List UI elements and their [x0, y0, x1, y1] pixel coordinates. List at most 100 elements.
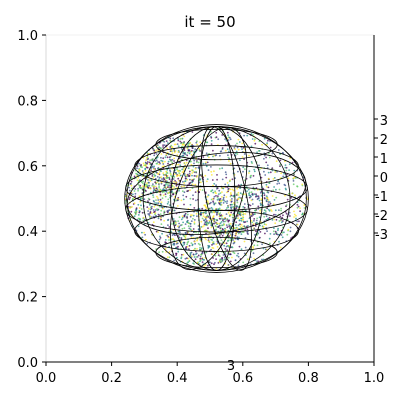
scatter-point — [211, 208, 214, 211]
scatter-point — [189, 222, 192, 225]
scatter-point — [188, 260, 191, 262]
scatter-point — [219, 218, 222, 220]
scatter-point — [154, 185, 157, 188]
scatter-point — [224, 227, 226, 230]
scatter-point — [173, 259, 176, 262]
scatter-point — [154, 177, 157, 180]
scatter-point — [268, 201, 271, 203]
scatter-point — [188, 182, 191, 185]
scatter-point — [286, 233, 289, 236]
scatter-point — [286, 198, 289, 201]
scatter-point — [253, 244, 256, 247]
scatter-point — [183, 149, 186, 152]
scatter-point — [284, 164, 287, 167]
scatter-point — [216, 233, 219, 236]
scatter-point — [267, 201, 270, 203]
scatter-point — [210, 136, 213, 139]
scatter-point — [255, 222, 258, 224]
scatter-point — [194, 148, 197, 151]
scatter-point — [161, 178, 163, 180]
scatter-point — [178, 226, 180, 229]
scatter-point — [157, 231, 160, 234]
scatter-point — [194, 258, 197, 261]
scatter-point — [265, 183, 268, 186]
scatter-point — [192, 179, 195, 181]
scatter-point — [147, 200, 149, 203]
scatter-point — [191, 147, 194, 150]
scatter-point — [212, 184, 214, 187]
scatter-point — [212, 200, 215, 203]
scatter-point — [169, 137, 172, 140]
scatter-point — [225, 173, 228, 176]
scatter-point — [193, 159, 196, 162]
scatter-point — [164, 186, 166, 189]
scatter-point — [220, 239, 223, 242]
scatter-point — [260, 203, 263, 206]
scatter-point — [210, 226, 213, 229]
scatter-point — [206, 178, 209, 181]
scatter-point — [170, 144, 173, 147]
scatter-point — [228, 150, 230, 153]
scatter-point — [152, 158, 154, 161]
scatter-point — [239, 223, 241, 226]
scatter-point — [183, 135, 186, 138]
scatter-point — [170, 174, 172, 177]
scatter-point — [265, 195, 268, 198]
scatter-point — [268, 237, 271, 240]
scatter-point — [178, 236, 181, 239]
scatter-point — [229, 213, 232, 216]
scatter-point — [167, 166, 170, 168]
scatter-point — [242, 261, 245, 264]
scatter-point — [184, 175, 187, 178]
scatter-point — [231, 216, 234, 219]
scatter-point — [265, 161, 268, 164]
scatter-point — [275, 160, 278, 163]
scatter-point — [178, 222, 181, 225]
scatter-point — [156, 162, 159, 165]
scatter-point — [145, 159, 147, 162]
scatter-point — [258, 180, 261, 182]
scatter-point — [203, 223, 206, 226]
scatter-point — [195, 199, 197, 202]
scatter-point — [179, 174, 182, 177]
scatter-point — [250, 215, 253, 218]
scatter-point — [197, 161, 200, 164]
scatter-point — [279, 246, 282, 249]
scatter-point — [227, 156, 230, 159]
scatter-point — [261, 258, 263, 261]
axes — [45, 34, 375, 363]
scatter-point — [176, 168, 178, 171]
y-tick-label: 0.8 — [17, 94, 38, 109]
scatter-point — [211, 189, 214, 192]
scatter-point — [171, 146, 174, 149]
scatter-point — [223, 244, 226, 247]
scatter-point — [142, 162, 145, 165]
scatter-point — [274, 213, 277, 216]
scatter-point — [199, 259, 202, 262]
scatter-point — [179, 157, 181, 159]
scatter-point — [160, 201, 163, 204]
scatter-point — [210, 238, 213, 241]
scatter-point — [193, 256, 196, 258]
scatter-point — [181, 137, 184, 140]
scatter-point — [248, 196, 251, 199]
scatter-point — [192, 217, 194, 220]
scatter-point — [162, 188, 164, 191]
scatter-point — [186, 245, 189, 248]
scatter-point — [284, 187, 287, 190]
scatter-point — [235, 221, 238, 224]
scatter-point — [299, 210, 301, 213]
scatter-point — [157, 197, 159, 200]
scatter-point — [242, 231, 245, 234]
scatter-point — [183, 227, 186, 230]
scatter-point — [147, 222, 150, 224]
scatter-point — [217, 262, 220, 264]
scatter-point — [265, 156, 267, 159]
scatter-point — [196, 140, 198, 143]
scatter-point — [158, 185, 161, 188]
scatter-point — [273, 233, 275, 236]
scatter-point — [167, 210, 170, 213]
scatter-point — [221, 217, 224, 220]
scatter-point — [271, 152, 274, 155]
scatter-point — [153, 175, 156, 177]
